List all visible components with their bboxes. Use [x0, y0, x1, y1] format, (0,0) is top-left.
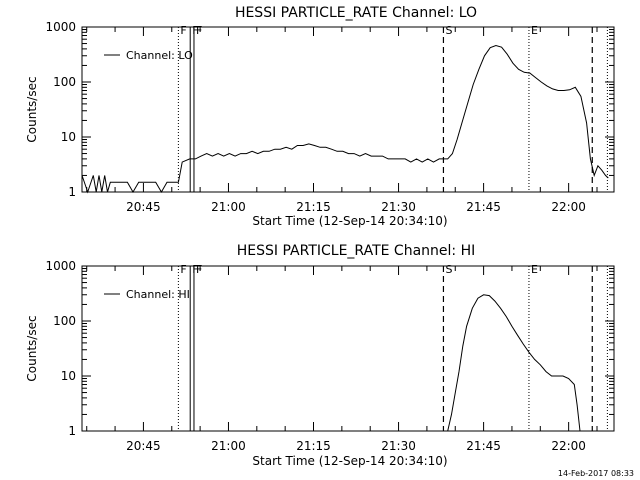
y-axis-label: Counts/sec: [25, 76, 39, 142]
event-marker-label: S: [445, 263, 452, 276]
event-marker-label: S: [445, 24, 452, 37]
x-tick-label: 21:45: [466, 439, 501, 453]
event-marker-label: F: [192, 24, 198, 37]
x-tick-label: 21:15: [296, 439, 331, 453]
y-tick-label: 100: [53, 314, 76, 328]
y-tick-label: 1: [68, 424, 76, 438]
plot-frame: [81, 26, 615, 193]
event-marker-label: F: [180, 24, 186, 37]
y-tick-label: 1000: [45, 20, 76, 34]
x-tick-label: 20:45: [126, 439, 161, 453]
x-tick-label: 21:45: [466, 200, 501, 214]
y-tick-label: 1: [68, 185, 76, 199]
x-axis-label: Start Time (12-Sep-14 20:34:10): [252, 454, 447, 468]
x-tick-label: 21:30: [381, 439, 416, 453]
x-tick-label: 22:00: [551, 439, 586, 453]
data-series-line: [81, 44, 609, 194]
y-tick-label: 100: [53, 75, 76, 89]
legend-entry: Channel: HI: [126, 288, 190, 301]
legend-entry: Channel: LO: [126, 49, 193, 62]
chart-panel-1: HESSI PARTICLE_RATE Channel: LO 20:45 21:0…: [25, 5, 615, 228]
event-marker-label: F: [180, 263, 186, 276]
chart-title: HESSI PARTICLE_RATE Channel: HI: [237, 243, 475, 259]
y-tick-label: 10: [61, 369, 76, 383]
x-tick-label: 20:45: [126, 200, 161, 214]
y-tick-label: 10: [61, 130, 76, 144]
data-series-line: [447, 294, 581, 432]
event-marker-label: F: [192, 263, 198, 276]
footer-timestamp: 14-Feb-2017 08:33: [557, 469, 634, 478]
x-tick-label: 21:00: [211, 200, 246, 214]
chart-panel-2: HESSI PARTICLE_RATE Channel: HI 20:45 21:0…: [25, 243, 615, 468]
y-axis-label: Counts/sec: [25, 315, 39, 381]
x-tick-label: 22:00: [551, 200, 586, 214]
x-axis-label: Start Time (12-Sep-14 20:34:10): [252, 214, 447, 228]
y-tick-label: 1000: [45, 259, 76, 273]
event-marker-label: E: [531, 263, 538, 276]
event-marker-label: F: [196, 24, 202, 37]
chart-title: HESSI PARTICLE_RATE Channel: LO: [235, 5, 477, 21]
x-tick-label: 21:30: [381, 200, 416, 214]
event-marker-label: E: [531, 24, 538, 37]
x-tick-label: 21:00: [211, 439, 246, 453]
plot-frame: [81, 265, 615, 432]
x-tick-label: 21:15: [296, 200, 331, 214]
event-marker-label: F: [196, 263, 202, 276]
